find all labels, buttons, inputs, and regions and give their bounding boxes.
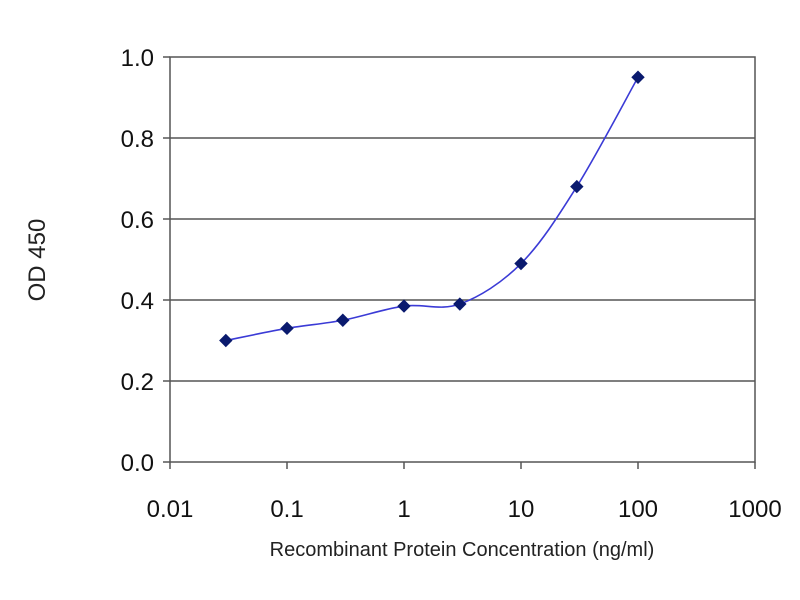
x-tick-label: 0.01: [147, 496, 194, 523]
data-point-4: [453, 297, 467, 311]
data-point-3: [397, 299, 411, 313]
y-tick-label: 0.4: [121, 288, 154, 315]
data-point-0: [219, 333, 233, 348]
x-axis-title: Recombinant Protein Concentration (ng/ml…: [270, 539, 655, 561]
y-tick-label: 0.0: [121, 450, 154, 477]
series: [219, 70, 645, 348]
x-tick-label: 1: [397, 496, 410, 523]
x-axis-ticks: 0.01 0.1 1 10 100 1000: [147, 462, 782, 523]
x-tick-label: 100: [618, 496, 658, 523]
y-tick-label: 1.0: [121, 45, 154, 72]
y-tick-label: 0.2: [121, 369, 154, 396]
data-point-7: [631, 70, 645, 84]
x-tick-label: 10: [508, 496, 535, 523]
y-axis-ticks: 0.0 0.2 0.4 0.6 0.8 1.0: [121, 45, 170, 477]
data-point-2: [336, 313, 350, 327]
plot-area-frame: [169, 56, 756, 463]
x-tick-label: 0.1: [270, 496, 303, 523]
y-tick-label: 0.8: [121, 126, 154, 153]
y-tick-label: 0.6: [121, 207, 154, 234]
series-line: [225, 76, 639, 342]
y-axis-title: OD 450: [24, 219, 51, 302]
data-point-1: [280, 321, 294, 336]
gridlines: [170, 137, 755, 382]
data-point-6: [570, 179, 584, 194]
x-tick-label: 1000: [728, 496, 781, 523]
data-point-5: [514, 256, 528, 271]
